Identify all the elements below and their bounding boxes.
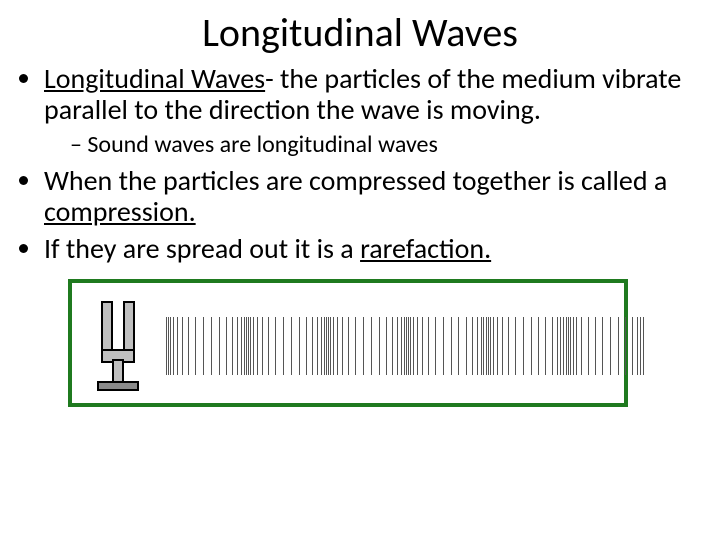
term-rarefaction: rarefaction. bbox=[360, 231, 491, 266]
longitudinal-wave bbox=[166, 317, 645, 375]
wave-figure bbox=[68, 279, 628, 407]
bullet-list: Longitudinal Waves- the particles of the… bbox=[18, 63, 702, 265]
tuning-fork-icon bbox=[86, 300, 156, 392]
rarefaction-text: If they are spread out it is a bbox=[44, 231, 360, 266]
term-longitudinal: Longitudinal Waves bbox=[44, 61, 265, 96]
compression-text: When the particles are compressed togeth… bbox=[44, 163, 667, 198]
term-compression: compression. bbox=[44, 194, 196, 229]
bullet-compression: When the particles are compressed togeth… bbox=[44, 165, 702, 228]
bullet-rarefaction: If they are spread out it is a rarefacti… bbox=[44, 233, 702, 264]
page-title: Longitudinal Waves bbox=[18, 8, 702, 57]
bullet-definition: Longitudinal Waves- the particles of the… bbox=[44, 63, 702, 159]
sub-bullet-sound: Sound waves are longitudinal waves bbox=[70, 132, 702, 159]
